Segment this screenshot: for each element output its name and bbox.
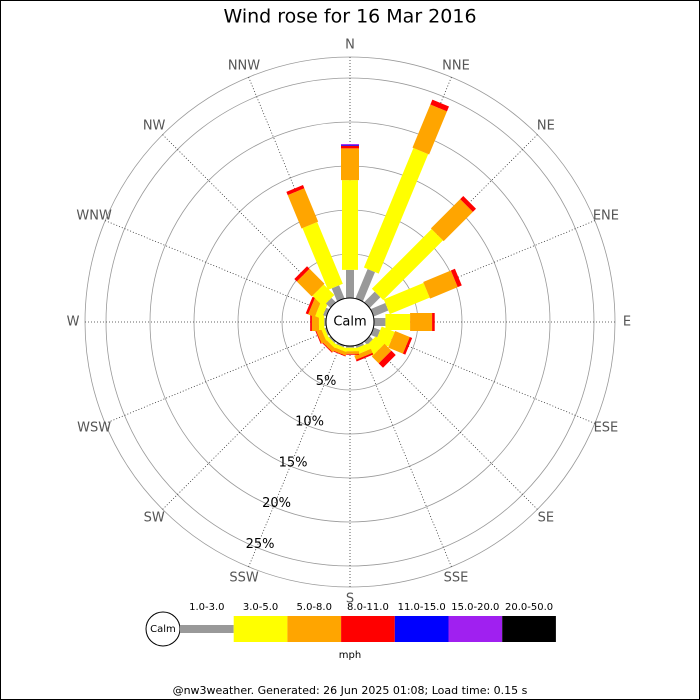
rose-segment	[450, 268, 462, 288]
legend-swatch	[448, 616, 503, 642]
legend-title: mph	[339, 650, 361, 661]
rose-segment	[331, 285, 345, 302]
rose-segment	[323, 307, 330, 317]
calm-label: Calm	[333, 315, 366, 330]
ring-label: 5%	[316, 374, 337, 389]
rose-segment	[371, 343, 392, 364]
spoke	[366, 338, 538, 510]
legend-label: 5.0-8.0	[297, 602, 332, 613]
rose-segment	[370, 327, 381, 338]
rose-segment	[363, 147, 429, 274]
rose-segment	[430, 199, 473, 242]
legend-swatch	[180, 625, 234, 633]
legend-swatch	[287, 616, 342, 642]
rose-segment	[423, 270, 458, 299]
rose-segment	[352, 343, 370, 356]
direction-label: SE	[538, 510, 554, 525]
rose-segment	[371, 229, 443, 301]
direction-label: ENE	[593, 208, 619, 223]
spoke	[372, 330, 595, 424]
direction-label: WSW	[77, 421, 111, 436]
direction-label: WNW	[76, 208, 112, 223]
rose-segment	[383, 282, 430, 315]
rose-segment	[364, 336, 384, 356]
rose-segment	[325, 297, 336, 308]
rose-segment	[364, 336, 373, 345]
ring-label: 20%	[262, 496, 291, 511]
rose-segment	[319, 324, 330, 341]
rose-segment	[296, 268, 325, 297]
legend-label: 8.0-11.0	[347, 602, 389, 613]
spoke	[162, 338, 334, 510]
legend-label: 1.0-3.0	[189, 602, 224, 613]
direction-label: NW	[143, 119, 166, 134]
rose-segment	[302, 221, 343, 290]
rose-segment	[308, 297, 322, 318]
footer: @nw3weather. Generated: 26 Jun 2025 01:0…	[173, 684, 528, 697]
ring-label: 15%	[279, 455, 308, 470]
rose-segment	[294, 266, 310, 282]
rose-segment	[319, 339, 333, 353]
legend: Calm 1.0-3.0 3.0-5.0 5.0-8.0 8.0-11.0 11.0-15…	[145, 602, 556, 661]
legend-label: 3.0-5.0	[243, 602, 278, 613]
rose-segment	[412, 104, 447, 155]
rose-segment	[354, 348, 373, 360]
legend-swatch	[233, 616, 288, 642]
spoke	[162, 134, 334, 306]
spoke	[105, 220, 328, 314]
spoke	[248, 344, 342, 567]
rose-segment	[312, 284, 335, 307]
rose-segment	[323, 334, 338, 349]
rose-segment	[319, 336, 336, 353]
spoke	[105, 330, 328, 424]
rose-segment	[364, 291, 381, 308]
ring-label: 25%	[246, 537, 275, 552]
rose-segment	[355, 352, 374, 362]
rose-segment	[329, 345, 348, 356]
legend-label: 15.0-20.0	[451, 602, 499, 613]
direction-label: S	[346, 592, 354, 607]
rose-segment	[370, 303, 389, 317]
legend-label: 20.0-50.0	[505, 602, 553, 613]
legend-label: 11.0-15.0	[398, 602, 446, 613]
direction-label: NNE	[442, 59, 470, 74]
legend-swatch	[341, 616, 395, 642]
spoke	[358, 344, 452, 567]
calm-circle	[325, 297, 375, 347]
direction-label: NE	[537, 119, 555, 134]
grid-ring	[149, 121, 551, 523]
direction-label: SSW	[229, 570, 259, 585]
legend-swatch	[502, 616, 556, 642]
rose-segment	[375, 326, 395, 347]
rose-segment	[378, 350, 396, 368]
direction-label: E	[623, 315, 631, 330]
legend-swatch	[394, 616, 449, 642]
direction-label: ESE	[594, 421, 619, 436]
rose-segment	[286, 184, 305, 196]
direction-label: W	[67, 315, 80, 330]
rose-segment	[355, 269, 376, 302]
rose-segment	[287, 188, 319, 229]
rose-segment	[314, 324, 327, 344]
chart-title: Wind rose for 16 Mar 2016	[223, 6, 476, 28]
rose-segment	[331, 342, 348, 353]
rose-segment	[315, 301, 328, 319]
rose-segment	[388, 330, 410, 354]
direction-label: SW	[144, 510, 165, 525]
rose-segment	[402, 337, 413, 355]
rose-segment	[430, 99, 449, 112]
ring-label: 10%	[295, 415, 324, 430]
plot-area: N NNE NE ENE E ESE SE SSE S SSW SW WSW W WNW NW NNW 5% 10…	[67, 38, 632, 607]
direction-label: NNW	[228, 59, 260, 74]
rose-segment	[460, 195, 477, 212]
legend-calm-label: Calm	[150, 624, 176, 635]
rose-segment	[305, 296, 316, 315]
direction-label: SSE	[444, 570, 469, 585]
spoke	[372, 220, 595, 314]
direction-label: N	[345, 38, 355, 53]
